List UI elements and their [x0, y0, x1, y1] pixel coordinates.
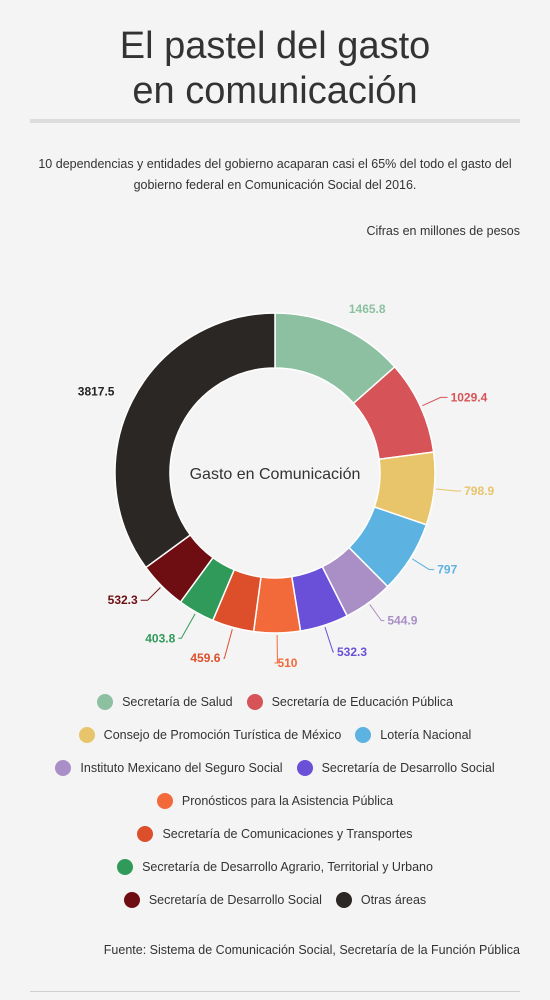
legend-row: Secretaría de Desarrollo Agrario, Territ… [0, 859, 550, 875]
slice-value-label: 3817.5 [78, 385, 115, 399]
legend-label: Consejo de Promoción Turística de México [103, 728, 342, 742]
legend-swatch [137, 826, 154, 842]
legend-item: Pronósticos para la Asistencia Pública [156, 793, 394, 809]
slice-value-label: 797 [437, 563, 457, 577]
slice-value-label: 459.6 [190, 651, 220, 665]
legend-label: Pronósticos para la Asistencia Pública [181, 794, 394, 808]
legend-swatch [97, 694, 114, 710]
title-divider [30, 119, 520, 123]
slice-value-label: 1465.8 [349, 302, 386, 316]
label-leader-line [422, 396, 448, 407]
legend-item: Secretaría de Desarrollo Social [123, 892, 322, 908]
center-label: Gasto en Comunicación [190, 466, 361, 483]
slice-value-label: 532.3 [337, 645, 367, 659]
legend-row: Secretaría de Salud Secretaría de Educaci… [0, 694, 550, 710]
label-leader-line [412, 558, 435, 571]
units-note: Cifras en millones de pesos [366, 224, 520, 238]
label-leader-line [369, 604, 385, 622]
legend-row: Instituto Mexicano del Seguro Social Secr… [0, 760, 550, 776]
legend-row: Secretaría de Desarrollo Social Otras áre… [0, 892, 550, 908]
slice-value-label: 1029.4 [451, 390, 488, 404]
legend-swatch [156, 793, 173, 809]
legend-label: Otras áreas [360, 893, 427, 907]
legend-row: Consejo de Promoción Turística de México… [0, 727, 550, 743]
label-leader-line [324, 626, 334, 653]
legend-swatch [117, 859, 134, 875]
legend-label: Secretaría de Desarrollo Agrario, Territ… [142, 860, 433, 874]
label-leader-line [223, 629, 233, 659]
legend-label: Secretaría de Desarrollo Social [148, 893, 322, 907]
donut-chart: 1465.8 1029.4 798.9 797 544.9 532.3 510 459.6 40… [78, 302, 495, 670]
legend-item: Secretaría de Comunicaciones y Transport… [137, 826, 413, 842]
label-leader-line [436, 488, 462, 492]
legend-label: Secretaría de Desarrollo Social [321, 761, 495, 775]
legend-item: Consejo de Promoción Turística de México [78, 727, 342, 743]
slice-value-label: 532.3 [108, 593, 138, 607]
title-line-1: El pastel del gasto [119, 25, 431, 67]
legend-swatch [123, 892, 140, 908]
legend-item: Secretaría de Desarrollo Social [296, 760, 495, 776]
legend-item: Instituto Mexicano del Seguro Social [55, 760, 283, 776]
legend-row: Pronósticos para la Asistencia Pública [0, 793, 550, 809]
legend-swatch [335, 892, 352, 908]
legend-swatch [78, 727, 95, 743]
legend-item: Secretaría de Desarrollo Agrario, Territ… [117, 859, 433, 875]
label-leader-line [140, 587, 161, 601]
legend-label: Secretaría de Educación Pública [271, 695, 453, 709]
bottom-divider [30, 991, 520, 992]
title-line-2: en comunicación [132, 70, 418, 112]
legend-label: Secretaría de Salud [122, 695, 233, 709]
label-leader-line [274, 634, 278, 664]
legend-label: Instituto Mexicano del Seguro Social [80, 761, 283, 775]
legend-swatch [296, 760, 313, 776]
legend-swatch [355, 727, 372, 743]
slice-value-label: 510 [277, 656, 297, 670]
label-leader-line [178, 613, 196, 639]
legend-row: Secretaría de Comunicaciones y Transport… [0, 826, 550, 842]
subtitle: 10 dependencias y entidades del gobierno… [38, 157, 512, 192]
legend-swatch [246, 694, 263, 710]
page-title: El pastel del gasto en comunicación [0, 24, 550, 114]
donut-slice [252, 575, 302, 634]
source-note: Fuente: Sistema de Comunicación Social, … [103, 943, 520, 957]
legend-swatch [55, 760, 72, 776]
slice-value-label: 403.8 [145, 631, 175, 645]
donut-slice [114, 312, 276, 569]
legend-item: Secretaría de Educación Pública [246, 694, 453, 710]
slice-value-label: 544.9 [387, 614, 417, 628]
legend-item: Secretaría de Salud [97, 694, 233, 710]
legend-label: Secretaría de Comunicaciones y Transport… [162, 827, 413, 841]
legend-item: Lotería Nacional [355, 727, 471, 743]
slice-value-label: 798.9 [464, 484, 494, 498]
legend-label: Lotería Nacional [380, 728, 472, 742]
legend-item: Otras áreas [335, 892, 427, 908]
